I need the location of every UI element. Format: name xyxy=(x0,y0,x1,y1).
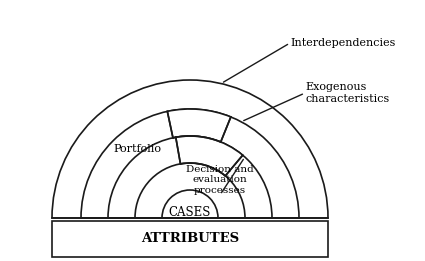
Text: Interdependencies: Interdependencies xyxy=(290,38,395,48)
Wedge shape xyxy=(167,109,231,142)
Wedge shape xyxy=(162,190,218,218)
Wedge shape xyxy=(135,163,245,218)
Wedge shape xyxy=(176,136,243,176)
Wedge shape xyxy=(108,136,272,218)
Wedge shape xyxy=(81,109,299,218)
Text: ATTRIBUTES: ATTRIBUTES xyxy=(141,233,239,246)
Bar xyxy=(52,221,328,257)
Text: Portfolio: Portfolio xyxy=(113,144,162,154)
Text: Decision and
evaluation
processes: Decision and evaluation processes xyxy=(186,165,254,195)
Text: CASES: CASES xyxy=(169,205,211,218)
Text: Exogenous
characteristics: Exogenous characteristics xyxy=(305,82,389,104)
Wedge shape xyxy=(52,80,328,218)
